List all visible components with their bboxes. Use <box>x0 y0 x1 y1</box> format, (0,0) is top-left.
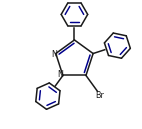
Text: N: N <box>51 50 57 59</box>
Text: N: N <box>58 70 63 79</box>
Text: Br: Br <box>95 91 104 100</box>
